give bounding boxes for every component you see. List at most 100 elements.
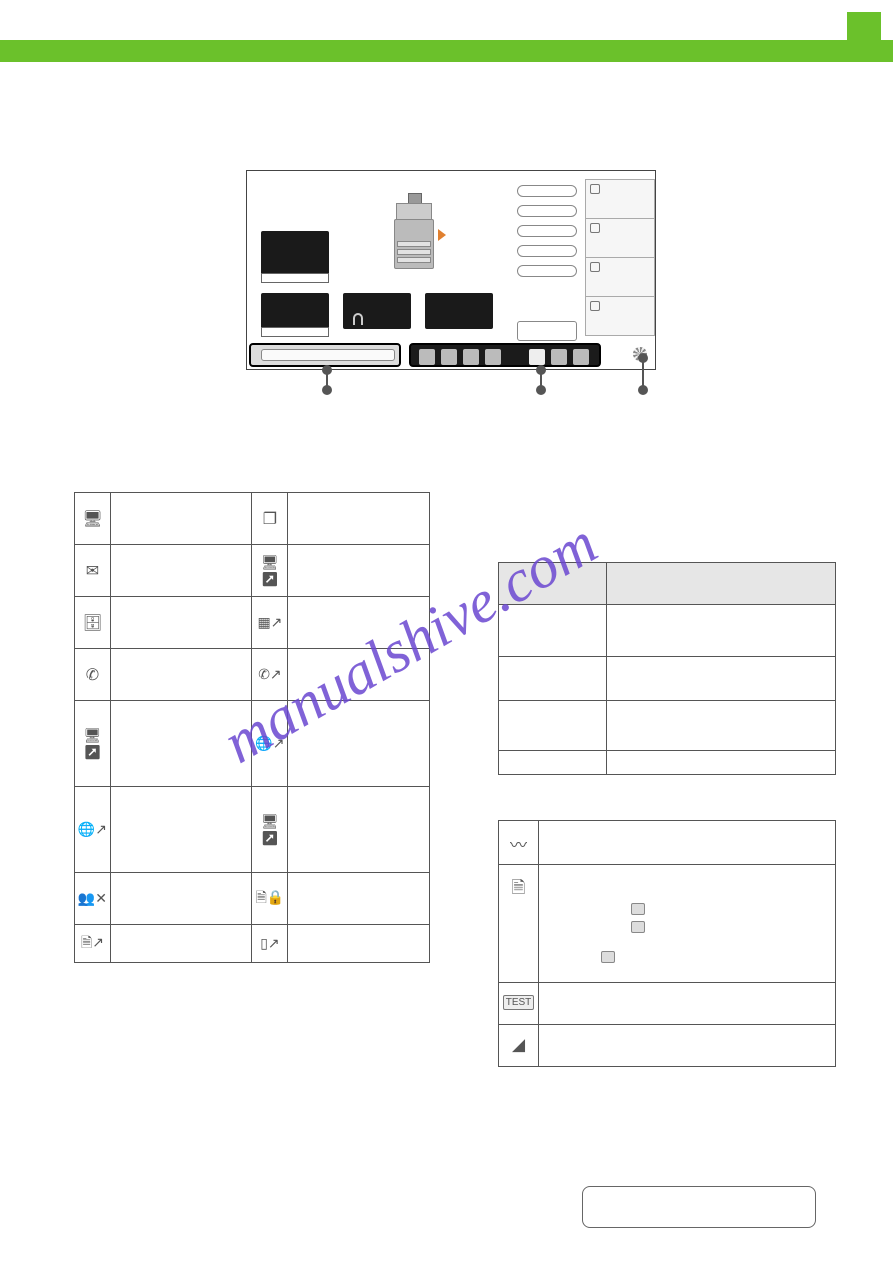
- side-cell-4-icon: [590, 301, 600, 311]
- rt2-row-1: 〰: [499, 821, 836, 865]
- paper-b-icon: [631, 921, 645, 933]
- rt2-r3-text: [539, 983, 836, 1025]
- left-icon-table: 🖥 ❐ ✉ 🖥↗ 🗄 ▦↗ ✆ ✆↗ 🖥↗ 🌐↗ 🌐↗ 🖥↗ 👥✕ 🗎🔒: [74, 492, 430, 963]
- envelope-send-icon: ✉: [75, 545, 111, 597]
- left-table-row-4: ✆ ✆↗: [75, 649, 430, 701]
- document-lock-icon: 🗎🔒: [252, 873, 288, 925]
- left-table-cell-8b: [110, 925, 252, 963]
- document-send-icon: 🗎↗: [75, 925, 111, 963]
- slot-button-5[interactable]: [517, 265, 577, 277]
- left-table-cell-5d: [288, 701, 430, 787]
- side-cell-3[interactable]: [585, 257, 655, 297]
- phone-send-icon: ✆↗: [252, 649, 288, 701]
- right-top-table-head-1: [499, 563, 607, 605]
- left-table-cell-6b: [110, 787, 252, 873]
- side-cell-4[interactable]: [585, 296, 655, 336]
- rt1-r1c1: [499, 605, 607, 657]
- left-table-cell-1d: [288, 493, 430, 545]
- left-table-row-7: 👥✕ 🗎🔒: [75, 873, 430, 925]
- side-cell-1-icon: [590, 184, 600, 194]
- device-screenshot: [246, 170, 656, 370]
- right-top-table: [498, 562, 836, 775]
- computer-icon: 🖥: [75, 493, 111, 545]
- left-table-cell-5b: [110, 701, 252, 787]
- rt1-r2c2: [607, 657, 836, 701]
- footer-icon-6[interactable]: [551, 349, 567, 365]
- rt1-r4c1: [499, 751, 607, 775]
- rt1-r3c2: [607, 701, 836, 751]
- footer-icon-2[interactable]: [441, 349, 457, 365]
- slot-button-4[interactable]: [517, 245, 577, 257]
- rt2-row-4: ◢: [499, 1025, 836, 1067]
- zigzag-icon: 〰: [499, 821, 539, 865]
- rt2-row-2: 🗎: [499, 865, 836, 983]
- left-table-row-5: 🖥↗ 🌐↗: [75, 701, 430, 787]
- rt1-r4c2: [607, 751, 836, 775]
- left-table-cell-3d: [288, 597, 430, 649]
- computer-share2-icon: 🖥↗: [252, 787, 288, 873]
- left-table-cell-1b: [110, 493, 252, 545]
- device-send-icon: ▯↗: [252, 925, 288, 963]
- globe-share-icon: 🌐↗: [75, 787, 111, 873]
- callout-pointer-2: [540, 370, 542, 390]
- rt2-r2-text: [539, 865, 836, 983]
- callout-pointer-1: [326, 370, 328, 390]
- header-accent-bar: [0, 40, 893, 62]
- slot-wide[interactable]: [517, 321, 577, 341]
- paper-a-icon: [631, 903, 645, 915]
- slot-button-2[interactable]: [517, 205, 577, 217]
- left-table-cell-2d: [288, 545, 430, 597]
- left-table-cell-7b: [110, 873, 252, 925]
- computer-send-icon: 🖥↗: [252, 545, 288, 597]
- copy-icon: ❐: [252, 493, 288, 545]
- footer-left-block[interactable]: [249, 343, 401, 367]
- header-corner-tab: [847, 12, 881, 46]
- side-cell-1[interactable]: [585, 179, 655, 219]
- footer-icon-1[interactable]: [419, 349, 435, 365]
- black-box-2b: [343, 293, 411, 329]
- phone-icon: ✆: [75, 649, 111, 701]
- side-column: [585, 179, 655, 339]
- computer-share-icon: 🖥↗: [75, 701, 111, 787]
- left-table-row-1: 🖥 ❐: [75, 493, 430, 545]
- left-table-cell-4d: [288, 649, 430, 701]
- rt1-r2c1: [499, 657, 607, 701]
- bottom-rounded-box: [582, 1186, 816, 1228]
- printer-illustration: [382, 189, 446, 277]
- footer-icon-test[interactable]: [529, 349, 545, 365]
- side-cell-2[interactable]: [585, 218, 655, 258]
- black-box-1: [261, 231, 329, 275]
- callout-pointer-3: [642, 358, 644, 390]
- rt2-row-3: TEST: [499, 983, 836, 1025]
- paper-c-icon: [601, 951, 615, 963]
- right-top-table-head-2: [607, 563, 836, 605]
- black-box-2c: [425, 293, 493, 329]
- white-slot-1: [261, 273, 329, 283]
- rt2-r1-text: [539, 821, 836, 865]
- footer-right-block: [409, 343, 601, 367]
- slot-button-1[interactable]: [517, 185, 577, 197]
- footer-icon-7[interactable]: [573, 349, 589, 365]
- test-badge-icon: TEST: [499, 983, 539, 1025]
- side-cell-3-icon: [590, 262, 600, 272]
- grid-send-icon: ▦↗: [252, 597, 288, 649]
- left-table-row-6: 🌐↗ 🖥↗: [75, 787, 430, 873]
- left-table-row-2: ✉ 🖥↗: [75, 545, 430, 597]
- left-table-cell-3b: [110, 597, 252, 649]
- left-table-row-8: 🗎↗ ▯↗: [75, 925, 430, 963]
- left-table-cell-4b: [110, 649, 252, 701]
- footer-icon-3[interactable]: [463, 349, 479, 365]
- document-edit-icon: 🗎: [499, 865, 539, 983]
- left-table-cell-6d: [288, 787, 430, 873]
- server-icon: 🗄: [75, 597, 111, 649]
- screenshot-footer: [249, 343, 653, 367]
- black-box-2a: [261, 293, 329, 329]
- footer-icon-4[interactable]: [485, 349, 501, 365]
- side-cell-2-icon: [590, 223, 600, 233]
- right-bottom-table: 〰 🗎 TEST ◢: [498, 820, 836, 1067]
- white-slot-2: [261, 327, 329, 337]
- rt1-r1c2: [607, 605, 836, 657]
- slot-button-3[interactable]: [517, 225, 577, 237]
- rt2-r4-text: [539, 1025, 836, 1067]
- rt1-r3c1: [499, 701, 607, 751]
